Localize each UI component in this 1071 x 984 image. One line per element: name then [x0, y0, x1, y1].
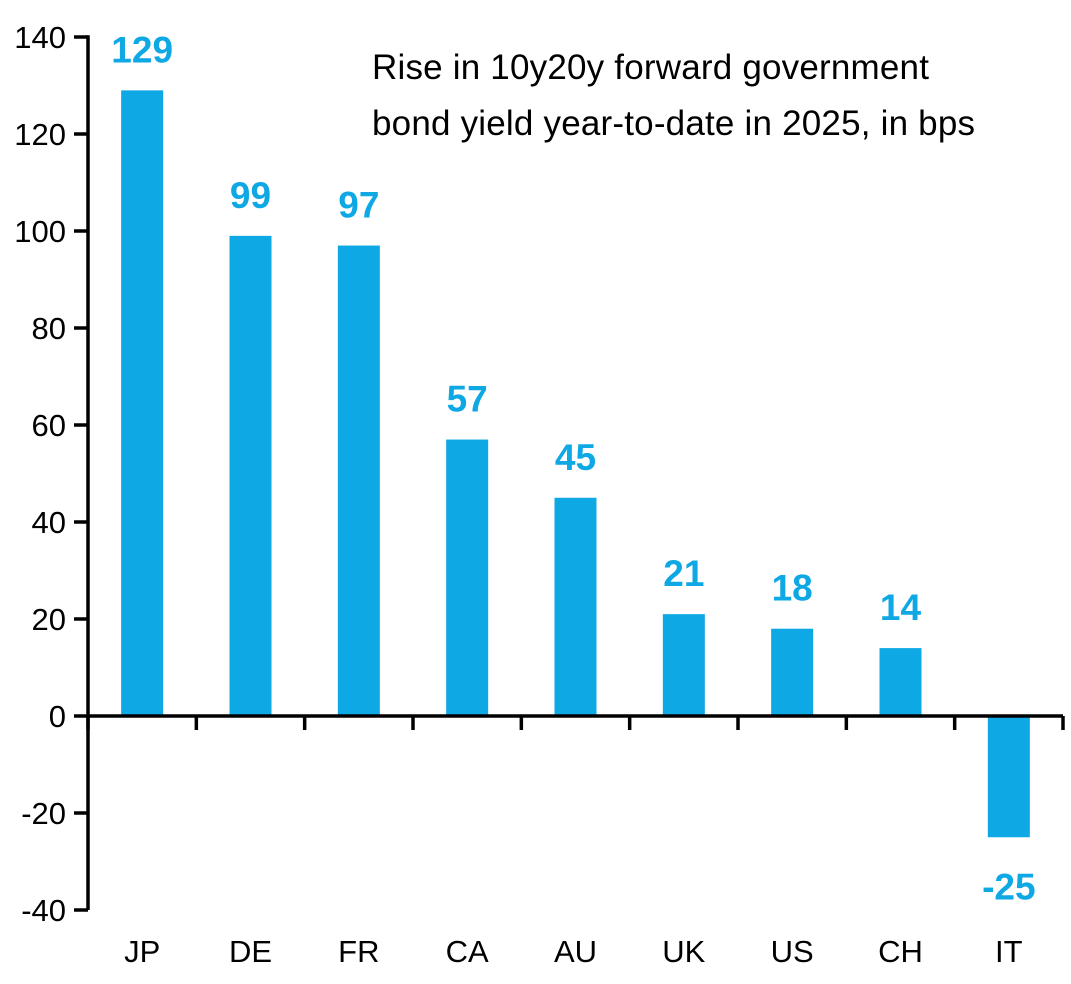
bar-US [771, 628, 814, 716]
value-label-IT: -25 [982, 866, 1035, 907]
y-tick-label: -20 [21, 796, 66, 831]
y-tick-label: 60 [32, 408, 66, 443]
x-category-label-FR: FR [338, 934, 379, 969]
chart-title: Rise in 10y20y forward government bond y… [372, 40, 975, 152]
value-label-JP: 129 [111, 29, 173, 70]
value-label-FR: 97 [338, 185, 379, 226]
x-category-label-CH: CH [878, 934, 923, 969]
y-tick-label: 100 [14, 214, 66, 249]
x-category-label-UK: UK [662, 934, 705, 969]
y-tick-label: 40 [32, 505, 66, 540]
value-label-CA: 57 [447, 379, 488, 420]
y-tick-label: -40 [21, 893, 66, 928]
x-category-label-AU: AU [554, 934, 597, 969]
x-category-label-IT: IT [995, 934, 1023, 969]
bar-IT [987, 716, 1030, 838]
value-label-CH: 14 [880, 587, 922, 628]
bar-DE [229, 235, 272, 716]
bar-CA [446, 439, 489, 716]
bar-UK [662, 614, 705, 716]
y-tick-label: 120 [14, 117, 66, 152]
value-label-US: 18 [772, 568, 813, 609]
bar-JP [121, 90, 164, 717]
value-label-DE: 99 [230, 175, 271, 216]
x-category-label-DE: DE [229, 934, 272, 969]
bar-AU [554, 497, 597, 716]
chart-title-line2: bond yield year-to-date in 2025, in bps [372, 104, 976, 143]
value-label-AU: 45 [555, 437, 596, 478]
x-category-label-US: US [771, 934, 814, 969]
y-tick-label: 80 [32, 311, 66, 346]
x-category-label-CA: CA [446, 934, 489, 969]
x-category-label-JP: JP [124, 934, 160, 969]
y-tick-label: 0 [49, 699, 66, 734]
chart-title-line1: Rise in 10y20y forward government [372, 48, 930, 87]
bar-FR [337, 245, 380, 717]
bar-CH [879, 648, 922, 716]
y-tick-label: 140 [14, 20, 66, 55]
value-label-UK: 21 [663, 553, 704, 594]
y-tick-label: 20 [32, 602, 66, 637]
